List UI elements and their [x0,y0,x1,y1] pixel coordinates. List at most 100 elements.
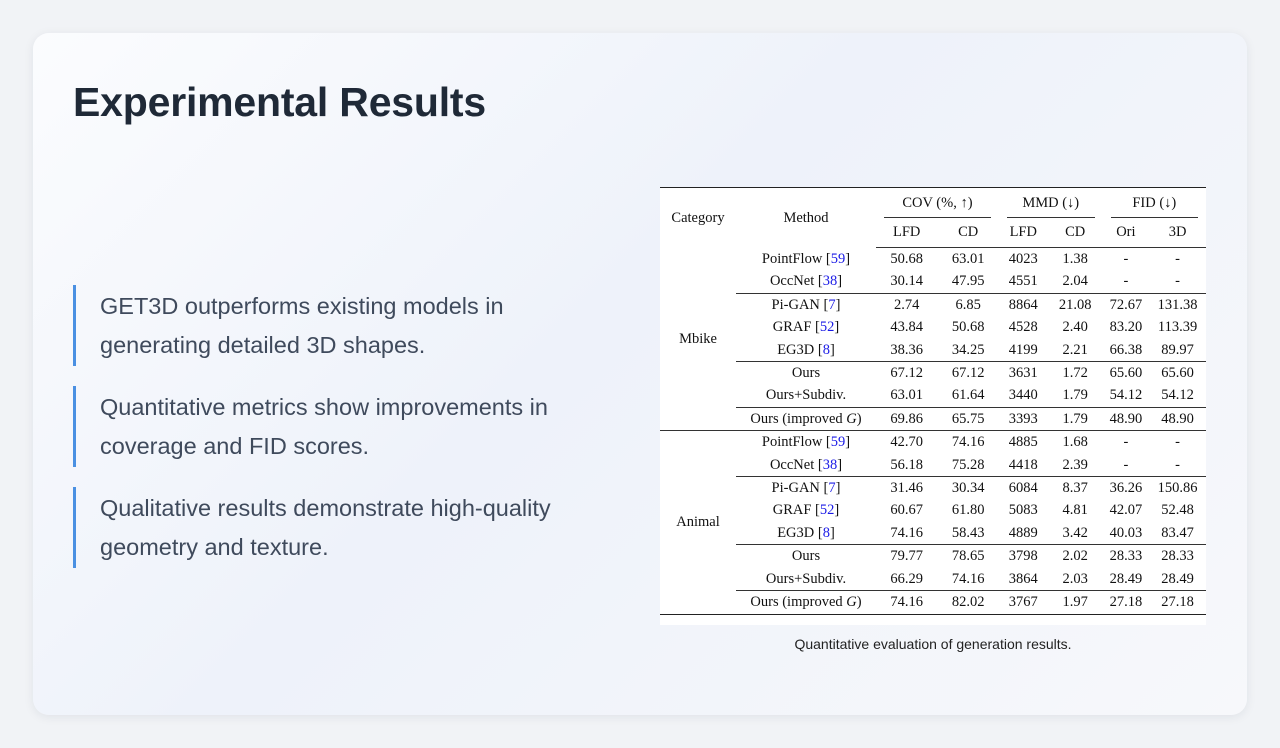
value-cell: - [1149,430,1206,454]
method-name: OccNet [ [769,456,823,473]
figure-caption: Quantitative evaluation of generation re… [794,636,1072,652]
subheader-cov-cd: CD [937,218,999,248]
citation-link[interactable]: 52 [819,502,835,519]
method-name: GRAF [ [772,319,820,336]
method-cell: Ours+Subdiv. [736,568,876,591]
value-cell: 72.67 [1102,292,1150,317]
value-cell: 131.38 [1149,292,1206,317]
method-bracket: ] [834,502,840,519]
value-cell: 3798 [998,544,1048,568]
value-cell: 50.68 [890,251,924,267]
table-row: Ours (improved G) 74.16 82.02 3767 1.97 27.18… [660,590,1206,614]
header-fid-label: FID (↓) [1110,189,1198,218]
value-cell: 66.29 [890,570,924,587]
citation-link[interactable]: 38 [822,273,838,290]
value-cell: 3.42 [1062,524,1088,541]
value-cell: 74.16 [890,524,924,541]
value-cell: - [1175,251,1180,267]
value-cell: 65.75 [937,406,999,431]
subheader-cov-lfd: LFD [876,218,938,248]
value-cell: - [1175,456,1180,473]
value-cell: 36.26 [1102,476,1150,500]
method-cell: GRAF [52] [736,499,876,521]
value-cell: 1.72 [1047,361,1103,385]
value-cell: 48.90 [1102,406,1150,431]
citation-link[interactable]: 59 [830,250,846,267]
value-cell: 2.21 [1062,341,1088,358]
method-cell: OccNet [38] [736,270,876,293]
table-row: Mbike PointFlow [59] 50.68 63.01 4023 1.38 - - [660,248,1206,347]
method-name: Ours (improved G) [750,410,862,427]
method-cell: GRAF [52] [736,316,876,338]
method-name: Ours (improved G) [750,594,862,611]
table-row: EG3D [8] 74.16 58.43 4889 3.42 40.03 83.47 [660,522,1206,545]
slide-card: Experimental Results GET3D outperforms e… [33,33,1247,715]
header-cov-label: COV (%, ↑) [884,189,991,218]
value-cell: 1.79 [1047,406,1103,431]
method-bracket: ] [837,456,843,473]
table-row: Animal PointFlow [59] 42.70 74.16 4885 1.68- - [660,430,1206,614]
category-cell: Mbike [679,330,717,347]
value-cell: 60.67 [890,502,924,519]
value-cell: 4023 [1008,251,1038,267]
value-cell: 38.36 [890,341,924,358]
value-cell: 83.20 [1109,319,1143,336]
value-cell: 66.38 [1109,341,1143,358]
method-bracket: ] [835,296,841,313]
citation-link[interactable]: 7 [828,296,836,313]
value-cell: 2.39 [1062,456,1088,473]
table-row: Ours 67.12 67.12 3631 1.72 65.60 65.60 [660,361,1206,385]
value-cell: 50.68 [951,319,985,336]
citation-link[interactable]: 7 [828,480,836,497]
value-cell: - [1123,456,1129,473]
header-mmd-label: MMD (↓) [1006,189,1095,218]
method-cell: Pi-GAN [7] [736,292,876,317]
value-cell: 89.97 [1161,341,1194,358]
value-cell: 61.80 [951,502,985,519]
value-cell: 43.84 [890,319,924,336]
value-cell: 63.01 [890,387,924,404]
value-cell: 61.64 [951,387,985,404]
value-cell: 1.97 [1047,590,1103,614]
header-cov: COV (%, ↑) [876,188,999,219]
citation-link[interactable]: 52 [819,319,835,336]
value-cell: 40.03 [1109,524,1143,541]
method-cell: Ours (improved G) [736,590,876,614]
value-cell: 30.14 [890,273,924,290]
value-cell: 150.86 [1149,476,1206,500]
value-cell: 74.16 [876,590,938,614]
value-cell: 27.18 [1149,590,1206,614]
citation-link[interactable]: 59 [830,434,846,451]
value-cell: 79.77 [876,544,938,568]
citation-link[interactable]: 8 [822,524,830,541]
method-name: GRAF [ [772,502,820,519]
value-cell: 6.85 [937,292,999,317]
value-cell: 4528 [1008,319,1038,336]
value-cell: 28.49 [1109,570,1143,587]
value-cell: 67.12 [937,361,999,385]
value-cell: - [1175,273,1180,290]
value-cell: 58.43 [951,524,985,541]
method-cell: EG3D [8] [736,522,876,545]
value-cell: 52.48 [1161,502,1194,519]
table-row: GRAF [52] 60.67 61.80 5083 4.81 42.07 52.48 [660,499,1206,521]
value-cell: 56.18 [890,456,924,473]
method-bracket: ] [837,273,843,290]
method-cell: PointFlow [59] [736,430,876,454]
method-name: PointFlow [ [761,250,831,267]
method-cell: Ours+Subdiv. [736,384,876,407]
value-cell: 3440 [1008,387,1038,404]
method-name: Ours [791,365,821,382]
subheader-fid-ori: Ori [1102,218,1150,248]
value-cell: 28.49 [1161,570,1194,587]
value-cell: 4885 [998,430,1048,454]
method-cell: Ours (improved G) [736,406,876,431]
value-cell: 113.39 [1157,319,1198,336]
citation-link[interactable]: 38 [822,456,838,473]
value-cell: 3631 [998,361,1048,385]
citation-link[interactable]: 8 [822,341,830,358]
value-cell: 2.04 [1062,273,1088,290]
bullet-item: GET3D outperforms existing models in gen… [73,285,593,366]
results-table: Category Method COV (%, ↑) MMD (↓) FID (… [660,187,1206,615]
value-cell: 69.86 [876,406,938,431]
